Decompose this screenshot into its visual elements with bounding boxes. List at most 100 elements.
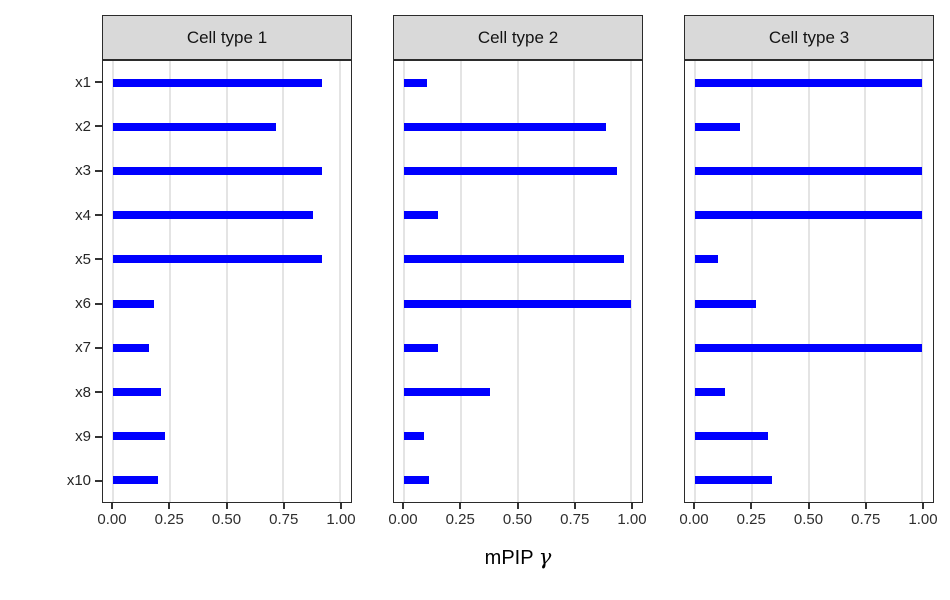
gridline bbox=[339, 61, 341, 502]
bar-row bbox=[113, 237, 340, 281]
bar-x8 bbox=[404, 387, 491, 396]
bar-row bbox=[113, 414, 340, 458]
y-axis-row: x1 bbox=[0, 60, 102, 104]
bar-row bbox=[404, 370, 631, 414]
bar-x1 bbox=[404, 79, 427, 88]
x-axis-tick bbox=[864, 503, 867, 509]
bar-x9 bbox=[113, 431, 166, 440]
y-axis-label-x7: x7 bbox=[75, 339, 91, 357]
bar-x7 bbox=[695, 343, 922, 352]
gridline bbox=[921, 61, 923, 502]
bar-row bbox=[404, 193, 631, 237]
facet-strip: Cell type 3 bbox=[684, 15, 934, 60]
facet-cell-type-2: Cell type 2 0.00 0.25 0.50 0.75 1.00 bbox=[388, 15, 647, 539]
facet-title: Cell type 3 bbox=[768, 27, 850, 47]
bar-x1 bbox=[113, 79, 322, 88]
gridline bbox=[807, 61, 810, 502]
bar-row bbox=[404, 458, 631, 502]
y-axis-row: x4 bbox=[0, 193, 102, 237]
y-axis-row: x2 bbox=[0, 104, 102, 148]
x-axis-tick bbox=[402, 503, 404, 509]
y-axis-row: x8 bbox=[0, 370, 102, 414]
gridline bbox=[403, 61, 405, 502]
y-axis-tick bbox=[95, 435, 102, 438]
y-axis-label-x3: x3 bbox=[75, 162, 91, 180]
bar-row bbox=[404, 149, 631, 193]
x-axis-tick-label: 0.50 bbox=[793, 511, 824, 528]
chart-body: x1 x2 x3 x4 x5 x6 x7 x8 x9 x10 Cell type 1 0.00 0.… bbox=[0, 15, 950, 539]
x-axis-tick bbox=[922, 503, 924, 509]
x-axis-tick bbox=[573, 503, 576, 509]
x-axis-tick bbox=[282, 503, 285, 509]
bar-row bbox=[695, 326, 922, 370]
bar-x10 bbox=[404, 475, 429, 484]
bar-row bbox=[113, 458, 340, 502]
bar-x6 bbox=[113, 299, 154, 308]
y-axis-label-x5: x5 bbox=[75, 250, 91, 268]
bar-row bbox=[113, 61, 340, 105]
facet-cell-type-3: Cell type 3 0.00 0.25 0.50 0.75 1.00 bbox=[679, 15, 938, 539]
y-axis-tick bbox=[95, 346, 102, 349]
y-axis-row: x9 bbox=[0, 414, 102, 458]
y-axis-label-x6: x6 bbox=[75, 295, 91, 313]
y-axis-tick bbox=[95, 169, 102, 172]
bar-row bbox=[113, 105, 340, 149]
bar-row bbox=[113, 370, 340, 414]
bar-row bbox=[695, 105, 922, 149]
bar-x1 bbox=[695, 79, 922, 88]
x-axis-scale: 0.00 0.25 0.50 0.75 1.00 bbox=[388, 503, 647, 539]
bar-rows bbox=[695, 61, 922, 502]
gridline bbox=[630, 61, 632, 502]
y-axis-row: x6 bbox=[0, 281, 102, 325]
bar-x6 bbox=[404, 299, 631, 308]
x-axis-tick-label: 0.00 bbox=[388, 511, 418, 528]
bar-x4 bbox=[404, 211, 439, 220]
x-axis-tick-label: 0.75 bbox=[269, 511, 299, 528]
gridline bbox=[168, 61, 171, 502]
gridline bbox=[864, 61, 867, 502]
x-axis-tick bbox=[225, 503, 228, 509]
x-axis-tick bbox=[168, 503, 171, 509]
gamma-symbol: γ bbox=[538, 545, 552, 569]
x-axis-tick-label: 1.00 bbox=[908, 511, 938, 528]
x-axis-tick-label: 0.00 bbox=[679, 511, 709, 528]
x-axis-scale: 0.00 0.25 0.50 0.75 1.00 bbox=[97, 503, 356, 539]
bar-row bbox=[113, 326, 340, 370]
x-axis-tick bbox=[807, 503, 810, 509]
bar-x4 bbox=[695, 211, 922, 220]
bar-x2 bbox=[113, 123, 277, 132]
x-axis-tick-label: 0.00 bbox=[97, 511, 127, 528]
y-axis-tick bbox=[95, 214, 102, 217]
bar-row bbox=[404, 414, 631, 458]
y-axis-label-x4: x4 bbox=[75, 206, 91, 224]
y-axis-label-x9: x9 bbox=[75, 428, 91, 446]
bar-row bbox=[113, 149, 340, 193]
bar-x3 bbox=[695, 167, 922, 176]
y-axis-label-x8: x8 bbox=[75, 383, 91, 401]
bar-row bbox=[695, 370, 922, 414]
y-axis-row: x7 bbox=[0, 326, 102, 370]
bar-rows bbox=[113, 61, 340, 502]
bar-row bbox=[404, 105, 631, 149]
y-axis-tick bbox=[95, 391, 102, 394]
x-axis-tick bbox=[750, 503, 753, 509]
gridline bbox=[282, 61, 285, 502]
bar-row bbox=[695, 281, 922, 325]
facet-cell-type-1: Cell type 1 0.00 0.25 0.50 0.75 1.00 bbox=[97, 15, 356, 539]
x-axis-tick-label: 0.50 bbox=[211, 511, 242, 528]
bar-x10 bbox=[695, 475, 773, 484]
bar-row bbox=[404, 237, 631, 281]
facet-title: Cell type 2 bbox=[477, 27, 559, 47]
bar-row bbox=[695, 458, 922, 502]
x-axis-title-text: mPIP bbox=[484, 547, 534, 569]
x-axis: 0.00 0.25 0.50 0.75 1.00 bbox=[97, 503, 356, 539]
x-axis-tick bbox=[459, 503, 462, 509]
bar-x5 bbox=[695, 255, 718, 264]
bar-x3 bbox=[404, 167, 618, 176]
gridline bbox=[750, 61, 753, 502]
bar-x10 bbox=[113, 475, 159, 484]
bar-x2 bbox=[404, 123, 607, 132]
y-axis-row: x10 bbox=[0, 459, 102, 503]
x-axis-tick-label: 0.25 bbox=[154, 511, 184, 528]
x-axis-tick bbox=[340, 503, 342, 509]
